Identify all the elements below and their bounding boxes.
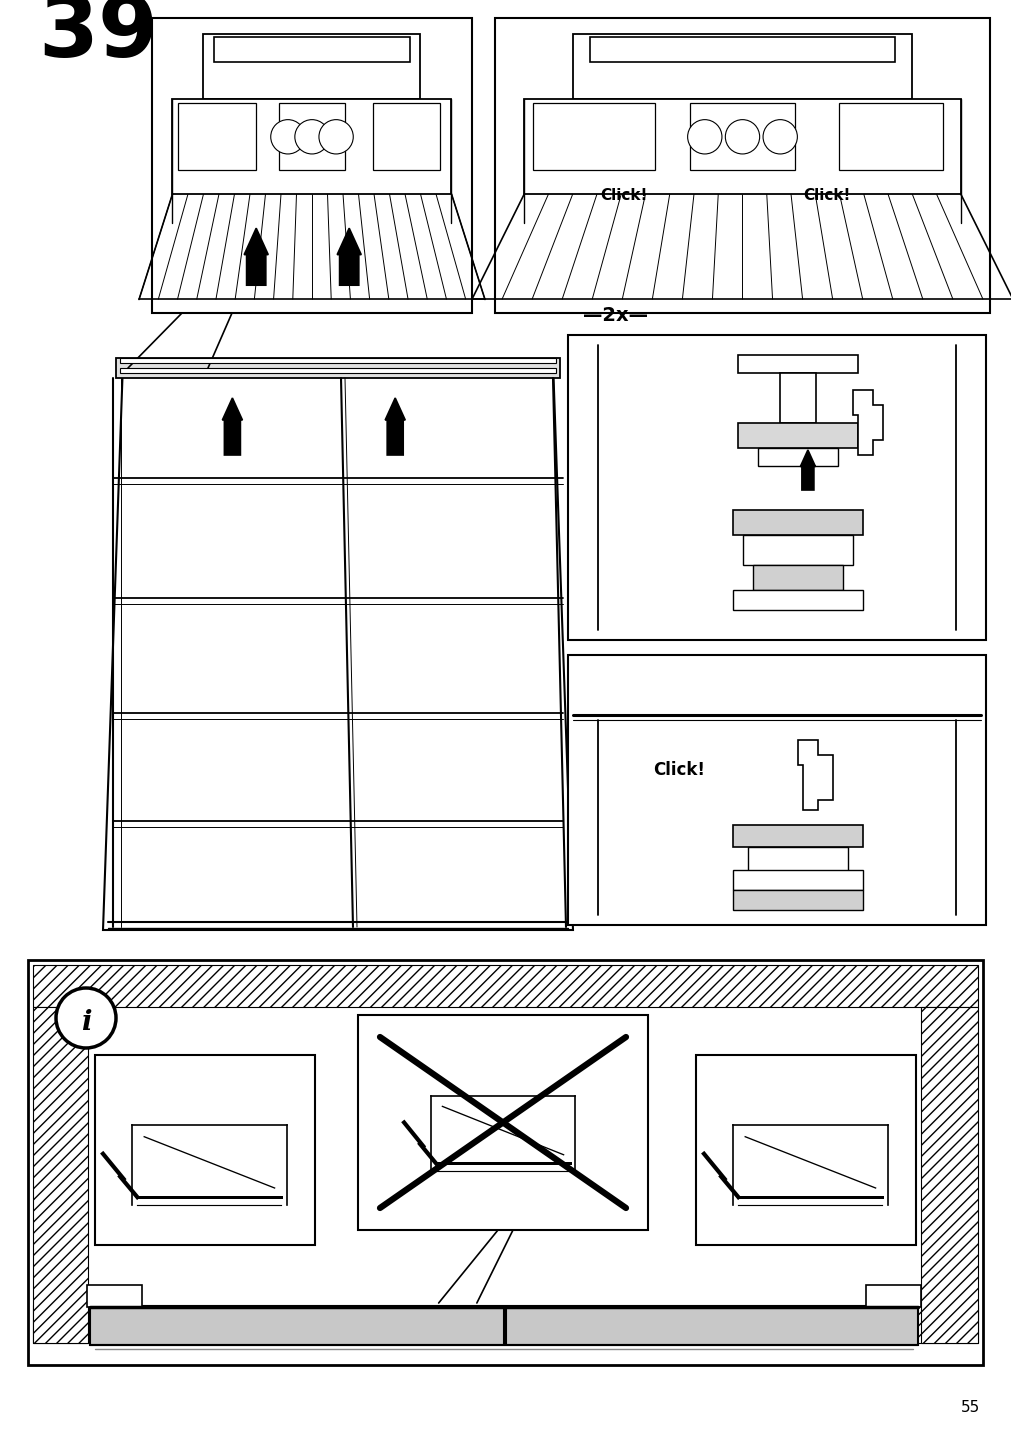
Polygon shape [852, 390, 882, 455]
Bar [90, 1307, 503, 1345]
Bar [203, 34, 421, 99]
Text: —2x—: —2x— [582, 306, 647, 325]
Bar [33, 1305, 977, 1343]
Bar [373, 103, 440, 170]
Bar [589, 37, 895, 63]
Polygon shape [222, 398, 243, 455]
Bar [838, 103, 942, 170]
Bar [572, 34, 911, 99]
Bar [116, 358, 559, 378]
Circle shape [725, 120, 759, 155]
Bar [358, 1015, 647, 1230]
Bar [732, 590, 862, 610]
Circle shape [271, 120, 304, 155]
Polygon shape [337, 228, 361, 285]
Circle shape [686, 120, 721, 155]
Polygon shape [385, 398, 404, 455]
Bar [494, 19, 989, 314]
Circle shape [318, 120, 353, 155]
Bar [524, 99, 959, 193]
Bar [742, 536, 852, 566]
Bar [757, 448, 837, 465]
Polygon shape [800, 450, 815, 490]
Polygon shape [797, 740, 832, 811]
Bar [95, 1055, 314, 1244]
Text: Click!: Click! [802, 188, 849, 202]
Bar [737, 355, 857, 372]
Text: i: i [81, 1008, 91, 1035]
Text: Click!: Click! [652, 760, 705, 779]
Bar [33, 965, 977, 1007]
Circle shape [762, 120, 797, 155]
Bar [779, 372, 815, 422]
Bar [732, 510, 862, 536]
Bar [33, 1007, 88, 1343]
Bar [533, 103, 654, 170]
Circle shape [294, 120, 329, 155]
Bar [752, 566, 842, 590]
Bar [567, 335, 985, 640]
Polygon shape [103, 362, 572, 929]
Bar [690, 103, 794, 170]
Bar [696, 1055, 915, 1244]
Bar [747, 846, 847, 872]
Bar [172, 99, 451, 193]
Bar [120, 358, 555, 362]
Bar [87, 1285, 142, 1307]
Bar [920, 1007, 977, 1343]
Bar [732, 891, 862, 909]
Bar [506, 1307, 917, 1345]
Bar [278, 103, 345, 170]
Text: 39: 39 [38, 0, 158, 74]
Bar [567, 654, 985, 925]
Bar [178, 103, 256, 170]
Polygon shape [244, 228, 268, 285]
Circle shape [56, 988, 116, 1048]
Bar [732, 871, 862, 891]
Text: 55: 55 [959, 1400, 979, 1415]
Text: Click!: Click! [600, 188, 647, 202]
Bar [737, 422, 857, 448]
Bar [865, 1285, 920, 1307]
Bar [214, 37, 409, 63]
Bar [152, 19, 471, 314]
Bar [28, 959, 982, 1365]
Bar [120, 368, 555, 372]
Bar [732, 825, 862, 846]
